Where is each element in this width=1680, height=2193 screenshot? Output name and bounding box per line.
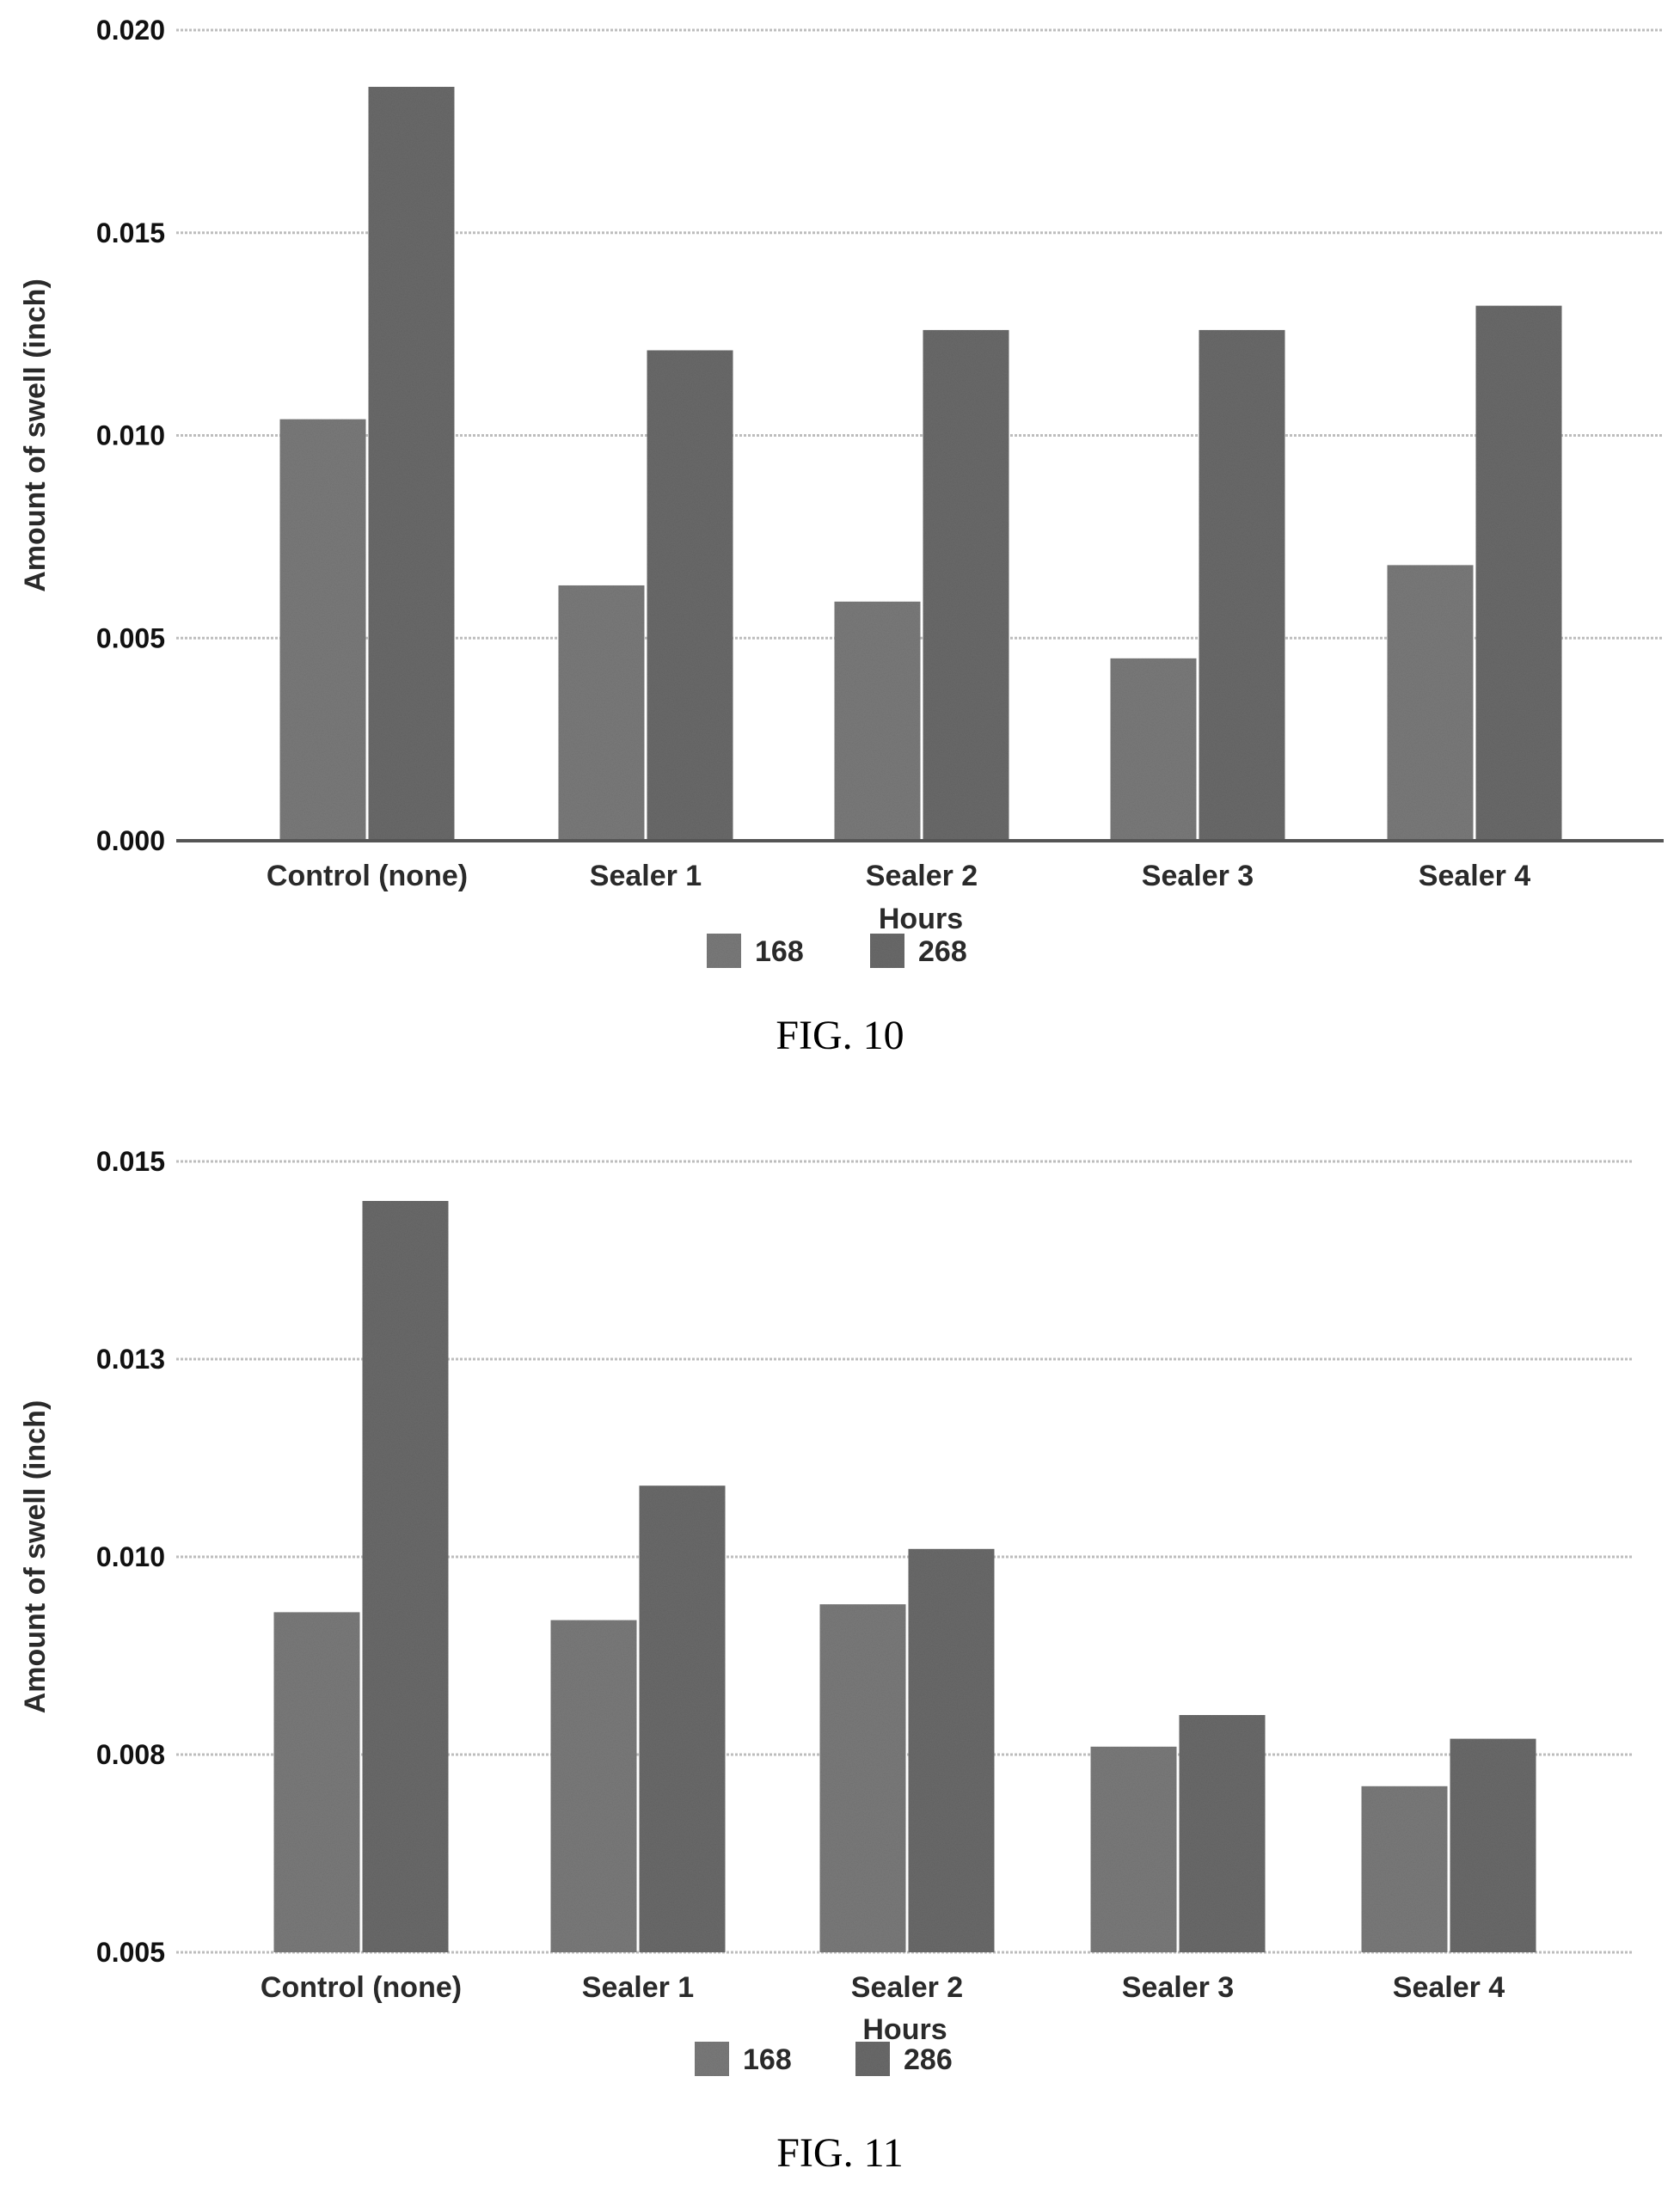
bar-168-sealer-4 bbox=[1387, 565, 1474, 841]
y-tick-label: 0.005 bbox=[96, 1937, 165, 1968]
figure-caption: FIG. 11 bbox=[776, 2130, 904, 2176]
legend: 168 286 bbox=[695, 2042, 953, 2076]
y-tick-labels: 0.005 0.008 0.010 0.013 0.015 bbox=[96, 1146, 165, 1968]
bars bbox=[279, 87, 1562, 841]
bar-168-sealer-2 bbox=[834, 601, 921, 841]
x-tick-label: Sealer 1 bbox=[590, 860, 702, 892]
x-axis-title: Hours bbox=[879, 903, 963, 935]
bar-168-sealer-1 bbox=[550, 1620, 637, 1952]
legend-swatch-168 bbox=[707, 934, 741, 968]
bar-268-sealer-2 bbox=[923, 329, 1009, 841]
legend-label-168: 168 bbox=[755, 935, 804, 968]
bar-286-sealer-3 bbox=[1179, 1715, 1266, 1952]
y-tick-label: 0.015 bbox=[96, 1146, 165, 1177]
x-tick-label: Sealer 2 bbox=[866, 860, 978, 892]
bar-268-sealer-3 bbox=[1199, 329, 1285, 841]
bar-286-sealer-4 bbox=[1450, 1738, 1536, 1952]
x-tick-label: Sealer 3 bbox=[1142, 860, 1254, 892]
x-tick-label: Control (none) bbox=[261, 1971, 462, 2004]
x-tick-label: Sealer 4 bbox=[1419, 860, 1531, 892]
x-tick-label: Sealer 1 bbox=[582, 1971, 694, 2004]
legend-swatch-268 bbox=[870, 934, 904, 968]
x-axis-title: Hours bbox=[862, 2013, 947, 2046]
y-axis-title: Amount of swell (inch) bbox=[19, 1400, 52, 1714]
y-tick-labels: 0.000 0.005 0.010 0.015 0.020 bbox=[96, 15, 165, 856]
bar-268-control-none bbox=[368, 87, 455, 841]
x-tick-labels: Control (none) Sealer 1 Sealer 2 Sealer 3 Se… bbox=[261, 1971, 1505, 2004]
bar-168-sealer-1 bbox=[558, 585, 645, 841]
y-tick-label: 0.010 bbox=[96, 420, 165, 451]
bar-168-sealer-3 bbox=[1090, 1746, 1177, 1952]
x-tick-label: Control (none) bbox=[267, 860, 468, 892]
bar-168-control-none bbox=[279, 419, 366, 841]
y-tick-label: 0.008 bbox=[96, 1739, 165, 1770]
bar-286-sealer-1 bbox=[639, 1485, 726, 1952]
bar-286-control-none bbox=[362, 1201, 449, 1952]
bar-286-sealer-2 bbox=[908, 1548, 995, 1952]
y-tick-label: 0.005 bbox=[96, 622, 165, 653]
y-tick-label: 0.015 bbox=[96, 217, 165, 248]
figure-caption: FIG. 10 bbox=[776, 1013, 904, 1058]
bar-168-sealer-2 bbox=[819, 1604, 906, 1952]
legend-label-286: 286 bbox=[904, 2043, 953, 2076]
x-tick-label: Sealer 3 bbox=[1122, 1971, 1234, 2004]
legend-label-268: 268 bbox=[918, 935, 967, 968]
y-tick-label: 0.020 bbox=[96, 15, 165, 46]
x-tick-label: Sealer 4 bbox=[1393, 1971, 1505, 2004]
x-tick-label: Sealer 2 bbox=[851, 1971, 963, 2004]
legend-label-168: 168 bbox=[743, 2043, 792, 2076]
bar-168-sealer-3 bbox=[1110, 658, 1197, 841]
y-axis-title: Amount of swell (inch) bbox=[19, 279, 52, 592]
chart-fig-10: 0.000 0.005 0.010 0.015 0.020 Control (none)… bbox=[19, 15, 1664, 1058]
bar-168-sealer-4 bbox=[1361, 1786, 1448, 1952]
bar-268-sealer-1 bbox=[647, 350, 733, 841]
bars bbox=[273, 1201, 1536, 1952]
legend: 168 268 bbox=[707, 934, 967, 968]
legend-swatch-286 bbox=[855, 2042, 890, 2076]
chart-fig-11: 0.005 0.008 0.010 0.013 0.015 Control (none)… bbox=[19, 1146, 1634, 2176]
legend-swatch-168 bbox=[695, 2042, 729, 2076]
y-tick-label: 0.013 bbox=[96, 1344, 165, 1375]
bar-168-control-none bbox=[273, 1612, 360, 1952]
y-tick-label: 0.000 bbox=[96, 825, 165, 856]
x-tick-labels: Control (none) Sealer 1 Sealer 2 Sealer 3 Se… bbox=[267, 860, 1530, 892]
y-tick-label: 0.010 bbox=[96, 1541, 165, 1572]
bar-268-sealer-4 bbox=[1475, 305, 1562, 841]
